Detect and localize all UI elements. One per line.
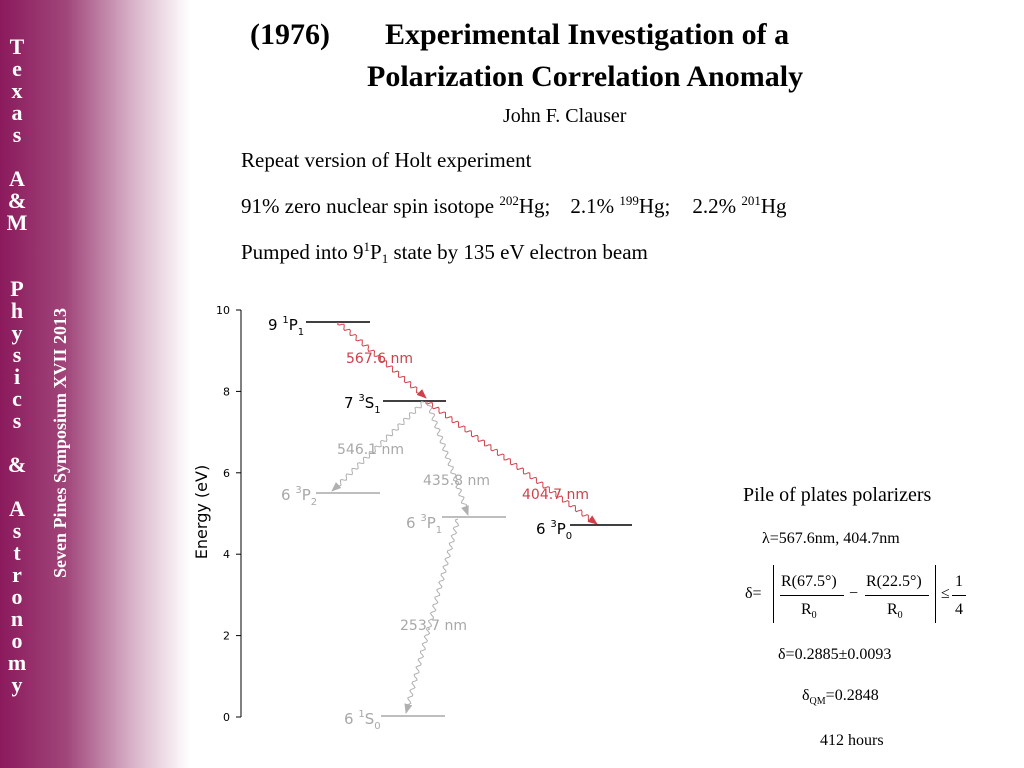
body-line-1: Repeat version of Holt experiment: [241, 148, 532, 172]
transition-5461-label: 546.1 nm: [337, 442, 404, 458]
sidebar-letter: [0, 256, 34, 278]
sidebar-letter: s: [12, 408, 22, 433]
sidebar-letter: &: [7, 452, 27, 477]
y-tick-label: 0: [223, 711, 230, 724]
sidebar-letter: n: [10, 606, 24, 631]
transition-5461-arrow: [331, 401, 425, 492]
sidebar-letter: s: [12, 342, 22, 367]
sidebar-letter: T: [9, 34, 25, 59]
delta-qm-value: δQM=0.2848: [802, 687, 879, 707]
sidebar-letter: x: [11, 78, 23, 103]
y-axis: 10 8 6 4 2 0: [216, 304, 242, 724]
level-6P2-label: 6 3P2: [281, 485, 317, 508]
sidebar-letter: h: [10, 298, 24, 323]
sidebar-letter: t: [13, 540, 21, 565]
transition-5676-label: 567.6 nm: [346, 351, 413, 367]
run-duration: 412 hours: [820, 732, 884, 749]
y-tick-label: 6: [223, 467, 230, 480]
symposium-label: Seven Pines Symposium XVII 2013: [50, 307, 70, 578]
sidebar-letter: c: [12, 386, 22, 411]
level-9P1-label: 9 1P1: [268, 315, 304, 338]
sidebar-letter: a: [11, 100, 23, 125]
sidebar-letter: m: [7, 650, 27, 675]
transition-2537-arrow: [404, 518, 460, 714]
sidebar-letter: o: [11, 628, 23, 653]
level-6S0-label: 6 1S0: [344, 709, 381, 732]
y-tick-label: 10: [216, 304, 230, 317]
energy-level-diagram: 10 8 6 4 2 0 Energy (eV) 9 1P1 7 3S1 6 3P2 6 …: [192, 304, 632, 732]
level-6P0-label: 6 3P0: [536, 519, 572, 542]
y-tick-label: 2: [223, 630, 230, 643]
sidebar-letter: e: [12, 56, 22, 81]
sidebar-letter: A: [9, 496, 25, 521]
sidebar-letter: o: [11, 584, 23, 609]
sidebar-letter: [0, 432, 34, 454]
sidebar-letter: [0, 476, 34, 498]
y-tick-label: 8: [223, 385, 230, 398]
sidebar-letter: r: [12, 562, 22, 587]
author: John F. Clauser: [503, 105, 627, 127]
sidebar-letter: [0, 234, 34, 256]
sidebar-letter: [0, 146, 34, 168]
year-label: (1976): [250, 18, 330, 51]
sidebar-letter: s: [12, 518, 22, 543]
y-tick-label: 4: [223, 548, 230, 561]
sidebar-letter: y: [11, 672, 23, 697]
sidebar-letter: s: [12, 122, 22, 147]
level-7S1-label: 7 3S1: [344, 393, 381, 416]
y-axis-label: Energy (eV): [192, 465, 211, 559]
transition-4358-label: 435.8 nm: [423, 473, 490, 489]
level-6P1-label: 6 3P1: [406, 513, 442, 536]
transition-5676-arrow: [337, 321, 427, 399]
sidebar-letter: P: [10, 276, 24, 301]
wavelengths-equation: λ=567.6nm, 404.7nm: [762, 530, 900, 547]
sidebar-letter: i: [13, 364, 21, 389]
body-line-2: 91% zero nuclear spin isotope 202Hg; 2.1%…: [241, 193, 787, 218]
sidebar-letter: &: [7, 188, 27, 213]
delta-measured-value: δ=0.2885±0.0093: [778, 646, 892, 663]
transition-4358-arrow: [425, 401, 469, 516]
transition-2537-label: 253.7 nm: [400, 618, 467, 634]
sidebar-letter: y: [11, 320, 23, 345]
polarizer-heading: Pile of plates polarizers: [743, 484, 932, 506]
title-line-1: Experimental Investigation of a: [385, 18, 790, 51]
body-line-3: Pumped into 91P1 state by 135 eV electro…: [241, 239, 648, 266]
transition-4047-arrow: [425, 401, 598, 525]
title-line-2: Polarization Correlation Anomaly: [367, 60, 804, 93]
transition-4047-label: 404.7 nm: [522, 487, 589, 503]
sidebar-letter: A: [9, 166, 25, 191]
sidebar-letter: M: [6, 210, 28, 235]
